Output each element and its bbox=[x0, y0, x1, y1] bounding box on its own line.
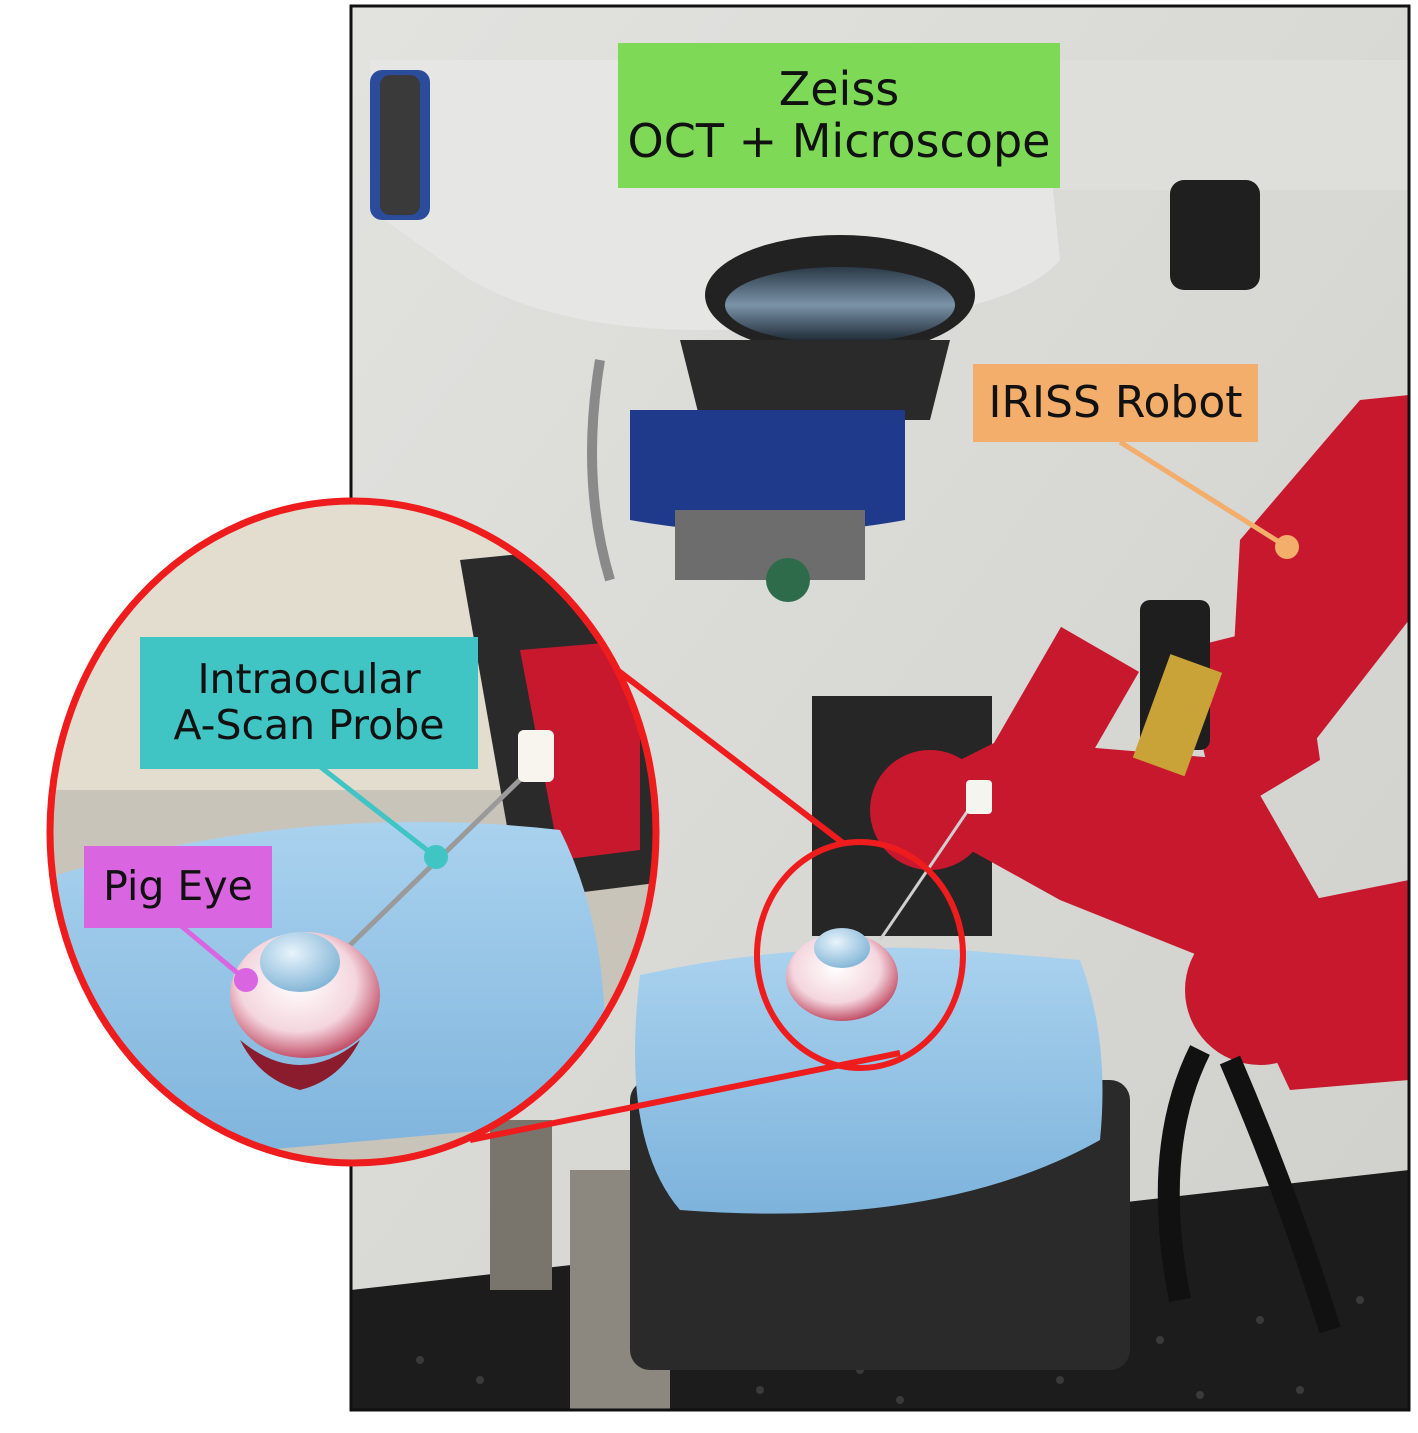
microscope-label-line2: OCT + Microscope bbox=[627, 113, 1051, 168]
blue-drape bbox=[635, 947, 1103, 1214]
eye-leader-dot bbox=[234, 968, 258, 992]
eye-leader-line bbox=[178, 923, 248, 982]
robot-leader-dot bbox=[1275, 535, 1299, 559]
probe-leader-dot bbox=[424, 845, 448, 869]
probe-label: Intraocular A-Scan Probe bbox=[140, 637, 478, 769]
probe-label-line2: A-Scan Probe bbox=[173, 701, 445, 749]
robot-label: IRISS Robot bbox=[973, 364, 1258, 442]
microscope-label: Zeiss OCT + Microscope bbox=[618, 43, 1060, 188]
black-cable bbox=[1157, 1045, 1341, 1334]
eye-label: Pig Eye bbox=[84, 846, 272, 928]
eye-label-text: Pig Eye bbox=[103, 862, 253, 911]
zoom-connector-bottom bbox=[469, 1050, 901, 1143]
microscope-label-line1: Zeiss bbox=[778, 61, 900, 116]
robot-leader-line bbox=[1118, 439, 1289, 550]
probe-leader-line bbox=[316, 763, 438, 859]
robot-brass-actuator bbox=[1132, 654, 1223, 777]
probe-label-line1: Intraocular bbox=[197, 655, 421, 704]
pig-eye-small bbox=[786, 933, 898, 1021]
zoom-source-circle bbox=[754, 839, 966, 1071]
photograph bbox=[351, 6, 1409, 1410]
robot-needle-holder bbox=[966, 780, 992, 814]
pig-eye-small-cornea bbox=[814, 928, 870, 968]
robot-label-text: IRISS Robot bbox=[988, 377, 1243, 429]
stage-post bbox=[490, 1120, 552, 1290]
zoom-circle-outline bbox=[46, 497, 660, 1167]
